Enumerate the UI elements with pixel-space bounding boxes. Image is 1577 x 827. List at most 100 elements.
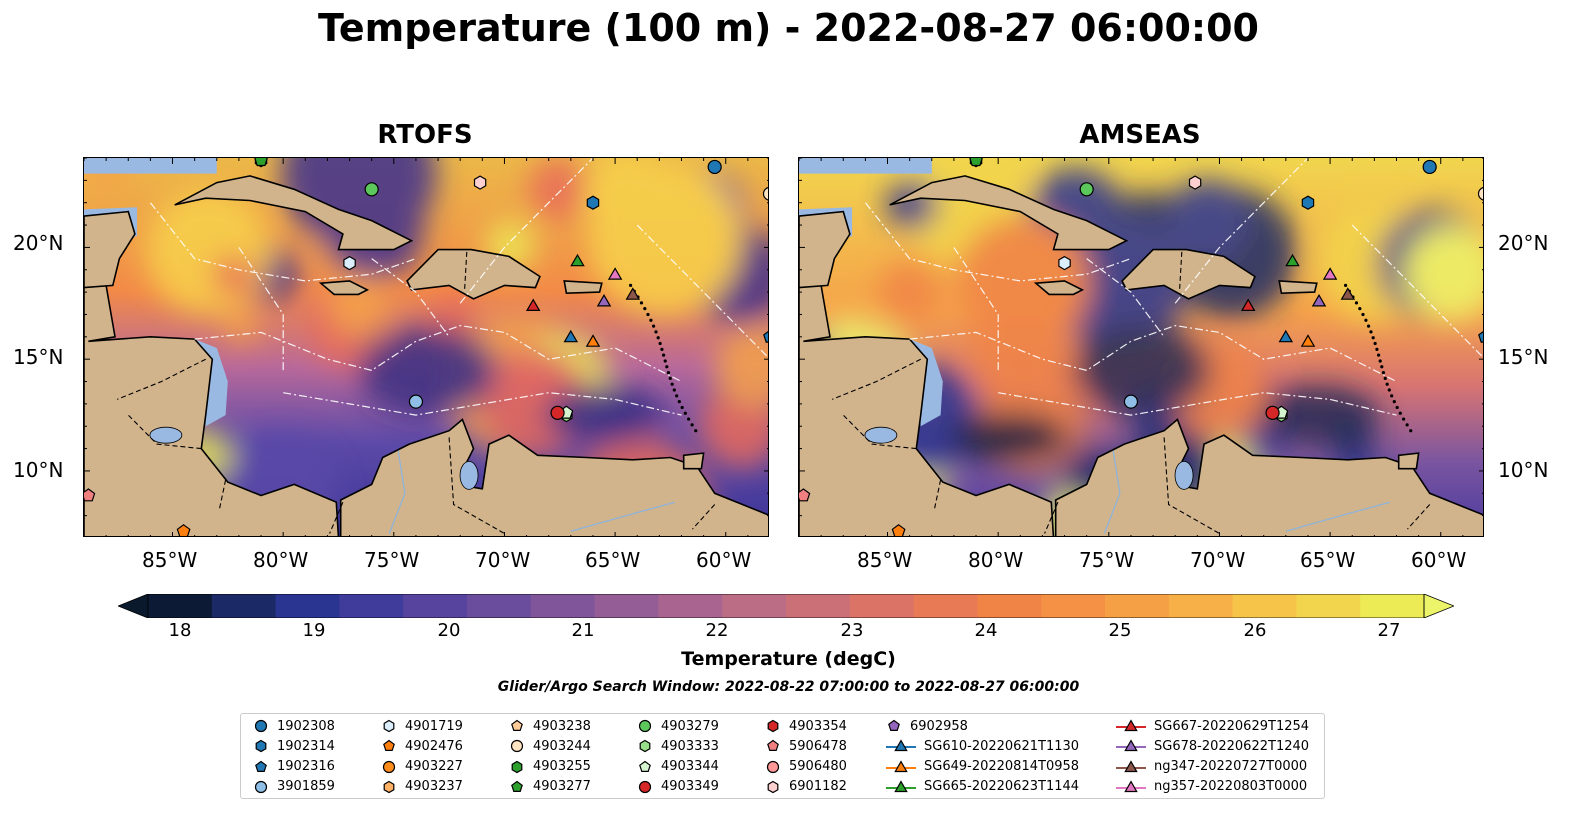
country-border	[933, 479, 942, 512]
legend-label: 4903344	[661, 759, 719, 775]
island	[1354, 301, 1359, 305]
legend-marker-icon	[383, 740, 395, 752]
colorbar-segment	[913, 594, 978, 618]
platform-marker	[550, 405, 565, 420]
legend-marker-shape	[767, 780, 779, 794]
platform-marker	[408, 394, 424, 409]
platform-marker	[969, 158, 983, 167]
platform-marker	[343, 255, 356, 271]
colorbar-under-arrow	[116, 593, 149, 619]
legend-marker-shape	[511, 780, 523, 792]
legend-marker-icon	[511, 760, 523, 773]
colorbar-segment	[786, 594, 851, 618]
platform-marker	[1265, 405, 1280, 420]
legend-item: 4903255	[509, 757, 591, 777]
legend-marker-icon	[767, 780, 779, 794]
platform-marker	[1058, 255, 1071, 271]
panel-title-amseas: AMSEAS	[1079, 120, 1201, 150]
amseas-map-panel[interactable]	[798, 157, 1484, 537]
colorbar-segment	[530, 594, 596, 618]
island	[1383, 376, 1387, 380]
island	[649, 318, 653, 322]
legend-marker-shape	[254, 719, 268, 733]
island	[683, 411, 687, 415]
country-border	[116, 358, 206, 400]
eez-boundary	[283, 392, 682, 416]
legend-marker-icon	[510, 740, 524, 753]
legend-marker-icon	[638, 780, 652, 793]
legend-item: 5906478	[765, 736, 847, 756]
island	[1366, 324, 1371, 328]
colorbar-tick-label: 25	[1108, 620, 1132, 641]
lon-tick-label: 80°W	[253, 548, 309, 572]
land-trinidad	[682, 452, 705, 470]
colorbar-segment	[1105, 594, 1170, 618]
legend-marker-icon	[383, 719, 395, 733]
platform-marker	[1477, 186, 1483, 201]
lake	[1174, 461, 1194, 490]
colorbar-tick-label: 18	[168, 620, 192, 641]
island	[666, 370, 671, 375]
lat-tick-label: 10°N	[1498, 458, 1549, 482]
platform-marker	[1322, 267, 1338, 280]
legend-marker-icon	[255, 740, 267, 753]
legend-label: 4903227	[405, 759, 463, 775]
island	[1369, 330, 1373, 334]
colorbar-segment	[658, 594, 723, 618]
legend-marker-shape	[255, 760, 267, 772]
country-border	[1179, 251, 1183, 290]
country-border	[831, 358, 921, 400]
legend-marker-shape	[382, 760, 396, 773]
island	[1380, 365, 1384, 369]
island	[670, 382, 674, 386]
legend-marker-icon	[886, 780, 916, 792]
island	[687, 417, 691, 421]
legend-marker-shape	[255, 740, 267, 753]
lon-tick-label: 65°W	[1300, 548, 1356, 572]
platform-marker	[84, 488, 96, 502]
lat-tick-label: 10°N	[13, 458, 64, 482]
colorbar-tick-label: 26	[1243, 620, 1267, 641]
lon-tick-label: 80°W	[968, 548, 1024, 572]
lake	[864, 426, 898, 444]
island	[694, 429, 698, 433]
legend-marker-icon	[1116, 759, 1146, 772]
legend-label: 4903333	[661, 738, 719, 754]
legend-item: 4903277	[509, 777, 591, 797]
eez-boundary	[909, 324, 1397, 383]
legend-item: SG610-20220621T1130	[886, 736, 1079, 756]
colorbar-segment	[849, 594, 915, 618]
legend-marker-icon	[886, 759, 916, 772]
legend-marker-shape	[383, 780, 395, 794]
legend-item: 4903349	[637, 777, 719, 797]
platform-legend: 1902308 1902314 1902316 3901859 4901719 49024…	[240, 713, 1325, 799]
legend-label: 4902476	[405, 738, 463, 754]
legend-item: ng357-20220803T0000	[1116, 777, 1307, 797]
platform-marker	[473, 175, 487, 190]
legend-item: 6901182	[765, 777, 847, 797]
island	[1378, 359, 1382, 363]
land-puertoRico	[563, 280, 603, 295]
platform-marker	[570, 253, 585, 267]
platform-marker	[707, 159, 722, 175]
legend-marker-shape	[1124, 739, 1138, 752]
lon-tick-label: 60°W	[1411, 548, 1467, 572]
legend-label: SG667-20220629T1254	[1154, 718, 1310, 734]
lon-tick-label: 65°W	[585, 548, 641, 572]
island	[643, 307, 647, 311]
legend-label: 1902314	[277, 738, 335, 754]
platform-marker	[254, 158, 268, 167]
legend-item: SG678-20220622T1240	[1116, 736, 1309, 756]
country-border	[127, 414, 202, 450]
lat-tick-label: 15°N	[1498, 345, 1549, 369]
colorbar-tick-label: 27	[1377, 620, 1401, 641]
lon-tick-label: 85°W	[857, 548, 913, 572]
rtofs-map-panel[interactable]	[83, 157, 769, 537]
island	[654, 330, 658, 334]
colorbar-segment	[1296, 594, 1361, 618]
platform-marker	[1301, 195, 1315, 210]
eez-boundary	[1174, 158, 1309, 304]
shallow-shelf	[909, 339, 943, 427]
island	[1364, 318, 1368, 322]
legend-marker-shape	[511, 760, 523, 773]
